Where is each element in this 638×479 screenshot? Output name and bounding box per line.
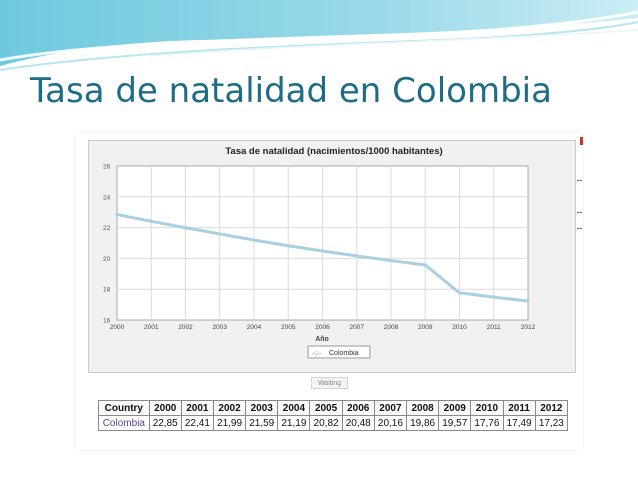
value-cell: 19,57 [438, 415, 472, 431]
data-point [286, 244, 290, 248]
table-header-cell: 2001 [180, 400, 214, 416]
value-cell: 19,86 [405, 415, 440, 431]
data-point [183, 226, 188, 230]
data-point [252, 238, 256, 242]
y-tick-label: 24 [103, 194, 111, 201]
data-point [320, 249, 325, 253]
table-header-cell: 2003 [245, 400, 279, 416]
value-cell: 21,19 [277, 415, 311, 431]
x-tick-label: 2004 [247, 324, 262, 331]
value-cell: 17,76 [470, 415, 504, 431]
table-row: Colombia 22,85 22,41 21,99 21,59 21,19 20,82 20… [98, 415, 569, 431]
value-cell: 20,82 [309, 415, 343, 431]
slide-header-decoration [0, 0, 638, 80]
table-header-cell: 2005 [309, 400, 343, 416]
slide-title: Tasa de natalidad en Colombia [30, 71, 552, 111]
table-header-cell: 2004 [277, 400, 311, 416]
table-header-cell: 2009 [438, 400, 472, 416]
data-table: Country 2000 2001 2002 2003 2004 2005 2006 2007 2… [98, 400, 569, 431]
table-header-cell: Country [98, 400, 150, 416]
data-point [389, 258, 393, 263]
x-tick-label: 2007 [350, 324, 365, 331]
x-tick-label: 2011 [487, 324, 501, 331]
panel-edge-marker [580, 137, 583, 145]
data-point [149, 219, 153, 223]
table-body: Colombia 22,85 22,41 21,99 21,59 21,19 20,82 20… [98, 415, 569, 431]
legend[interactable]: -◇- Colombia [307, 345, 371, 359]
y-axis-ticks: 16 18 20 22 24 26 [103, 164, 111, 325]
table-header-cell: 2011 [502, 400, 536, 416]
value-cell: 21,99 [212, 415, 247, 431]
legend-marker-icon: -◇- [312, 350, 321, 357]
x-tick-label: 2010 [452, 324, 467, 331]
table-header-cell: 2008 [405, 400, 440, 416]
value-cell: 17,49 [502, 415, 536, 431]
series-layer [115, 212, 530, 303]
chart-title: Tasa de natalidad (nacimientos/1000 habi… [225, 146, 442, 157]
data-point [492, 295, 496, 299]
y-tick-label: 20 [103, 256, 111, 263]
value-cell: 20,16 [373, 415, 408, 431]
data-point [526, 299, 530, 303]
y-tick-label: 22 [103, 225, 111, 232]
x-axis-ticks: 2000 2001 2002 2003 2004 2005 2006 2007 2008 2009… [110, 324, 536, 331]
y-tick-label: 18 [103, 287, 111, 294]
data-point [423, 263, 427, 267]
table-header-cell: 2002 [212, 400, 247, 416]
table-header-cell: 2012 [534, 400, 569, 416]
x-tick-label: 2002 [178, 324, 193, 331]
value-cell: 22,41 [180, 415, 214, 431]
x-tick-label: 2009 [418, 324, 433, 331]
value-cell: 21,59 [245, 415, 279, 431]
table-header-cell: 2000 [148, 400, 182, 416]
data-point [457, 291, 462, 295]
table-header-cell: 2010 [470, 400, 504, 416]
table-header-row: Country 2000 2001 2002 2003 2004 2005 2006 2007 2… [98, 400, 569, 416]
y-tick-label: 16 [103, 318, 111, 325]
x-axis-label: Año [315, 336, 329, 343]
value-cell: 22,85 [148, 415, 182, 431]
x-tick-label: 2006 [315, 324, 330, 331]
x-tick-label: 2012 [521, 324, 536, 331]
table-header-cell: 2007 [373, 400, 408, 416]
data-point [115, 212, 119, 217]
x-tick-label: 2001 [144, 324, 159, 331]
data-point [218, 232, 222, 236]
value-cell: 20,48 [341, 415, 375, 431]
table-header-cell: 2006 [341, 400, 375, 416]
y-tick-label: 26 [103, 164, 111, 171]
line-chart: Tasa de natalidad (nacimientos/1000 habi… [103, 146, 536, 359]
x-tick-label: 2008 [384, 324, 399, 331]
x-tick-label: 2000 [110, 324, 125, 331]
x-tick-label: 2003 [213, 324, 228, 331]
waiting-button[interactable]: Waiting [311, 377, 348, 389]
x-tick-label: 2005 [281, 324, 296, 331]
data-point [355, 254, 359, 258]
country-cell[interactable]: Colombia [98, 415, 150, 431]
legend-label: Colombia [329, 350, 359, 357]
value-cell: 17,23 [534, 415, 569, 431]
